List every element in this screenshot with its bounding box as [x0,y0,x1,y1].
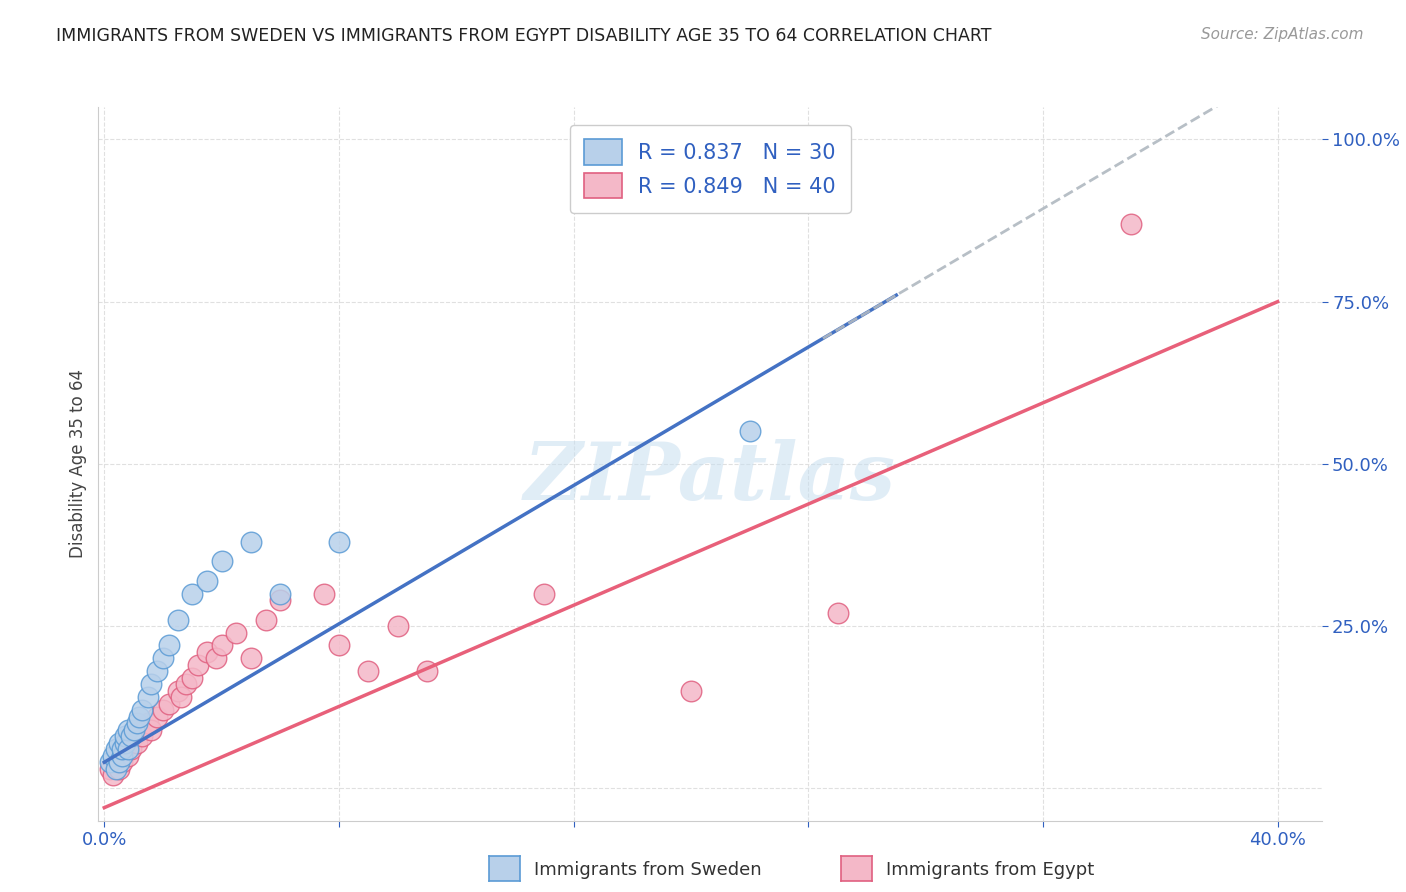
Point [211,554,233,568]
Text: Immigrants from Sweden: Immigrants from Sweden [534,861,762,879]
Point [679,684,702,698]
Point [152,651,174,665]
Point [328,639,350,653]
Point [157,639,180,653]
Point [314,586,336,600]
Point [120,742,142,756]
Point [225,625,247,640]
Point [117,748,139,763]
Point [211,639,233,653]
Point [114,742,136,756]
Point [269,586,291,600]
Point [1119,217,1142,231]
Point [136,690,159,705]
Point [108,736,131,750]
Point [254,613,277,627]
Point [120,729,142,743]
Point [166,613,188,627]
Point [98,762,121,776]
Point [166,684,188,698]
Point [98,756,121,770]
Point [122,729,145,743]
Point [269,593,291,607]
Point [111,756,134,770]
Point [195,574,218,588]
Point [111,748,134,763]
Point [117,723,139,737]
Point [111,742,134,756]
Text: ZIPatlas: ZIPatlas [524,440,896,516]
Text: IMMIGRANTS FROM SWEDEN VS IMMIGRANTS FROM EGYPT DISABILITY AGE 35 TO 64 CORRELAT: IMMIGRANTS FROM SWEDEN VS IMMIGRANTS FRO… [56,27,991,45]
Point [357,665,380,679]
Point [416,665,439,679]
Point [105,742,128,756]
Point [204,651,226,665]
Point [157,697,180,711]
Point [108,756,131,770]
Point [239,534,262,549]
Point [122,723,145,737]
Point [136,716,159,731]
Point [114,736,136,750]
Point [131,703,153,717]
Point [101,748,124,763]
Point [128,710,150,724]
Y-axis label: Disability Age 35 to 64: Disability Age 35 to 64 [69,369,87,558]
Point [169,690,191,705]
Point [827,606,849,620]
Point [239,651,262,665]
Point [105,762,128,776]
Point [105,756,128,770]
Point [152,703,174,717]
Text: Source: ZipAtlas.com: Source: ZipAtlas.com [1201,27,1364,42]
Point [328,534,350,549]
Point [195,645,218,659]
Point [146,710,169,724]
Point [176,677,198,691]
Point [111,748,134,763]
Point [187,657,209,672]
Point [117,736,139,750]
Point [141,677,163,691]
Point [387,619,409,633]
Point [131,729,153,743]
Point [108,762,131,776]
Point [128,723,150,737]
Point [125,716,148,731]
Legend: R = 0.837   N = 30, R = 0.849   N = 40: R = 0.837 N = 30, R = 0.849 N = 40 [569,125,851,213]
Point [181,671,204,685]
Point [141,723,163,737]
Point [117,742,139,756]
Point [533,586,555,600]
Point [101,768,124,782]
Point [114,729,136,743]
Text: Immigrants from Egypt: Immigrants from Egypt [886,861,1094,879]
Point [181,586,204,600]
Point [738,425,761,439]
Point [125,736,148,750]
Point [146,665,169,679]
